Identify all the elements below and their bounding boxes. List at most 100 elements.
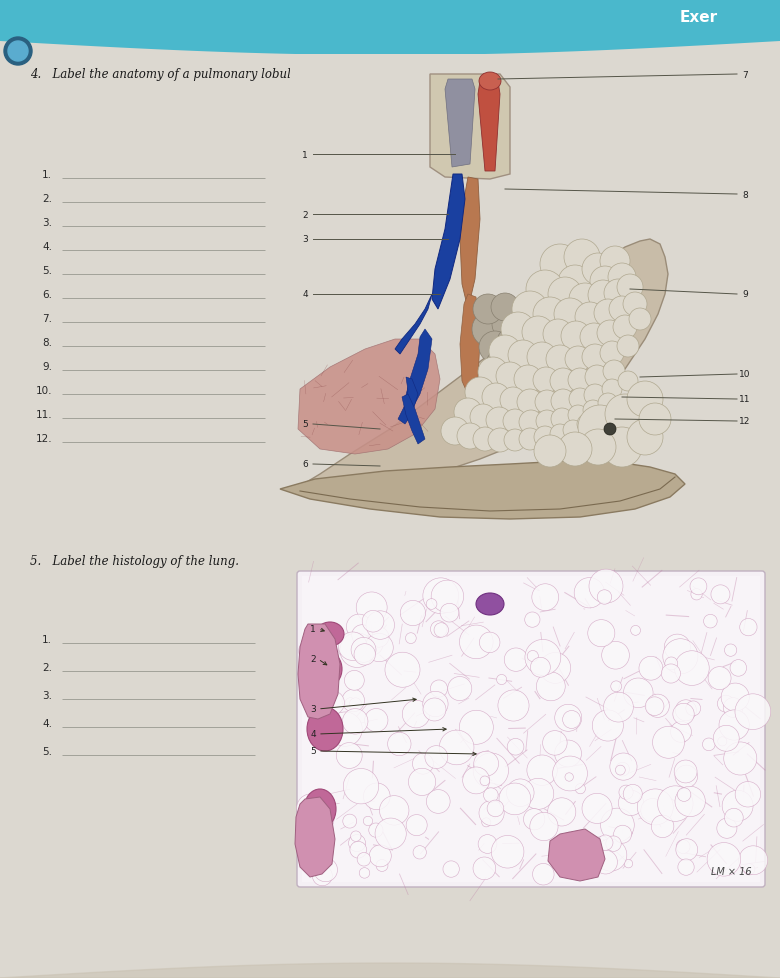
Circle shape [743,864,755,875]
Circle shape [488,800,504,817]
Circle shape [363,783,390,810]
Text: 4.   Label the anatomy of a pulmonary lobule: 4. Label the anatomy of a pulmonary lobu… [30,67,298,81]
Circle shape [426,600,437,609]
Circle shape [618,372,638,391]
Circle shape [508,340,538,371]
Circle shape [641,799,665,822]
Circle shape [718,695,734,712]
Circle shape [676,840,690,854]
Text: 3: 3 [310,705,316,714]
Circle shape [8,42,28,62]
Circle shape [479,332,511,364]
Circle shape [562,711,580,729]
Text: 9.: 9. [42,362,52,372]
Circle shape [431,681,448,697]
Circle shape [673,703,694,725]
Circle shape [504,429,526,452]
Circle shape [527,650,538,662]
Circle shape [314,858,338,882]
Circle shape [674,760,697,783]
Circle shape [602,427,642,467]
Text: 5.: 5. [42,746,52,756]
Circle shape [525,612,540,628]
Circle shape [707,843,741,876]
Circle shape [629,309,651,331]
Text: 1.: 1. [42,170,52,180]
Circle shape [310,808,334,831]
Polygon shape [0,42,780,56]
Text: 5.   Label the histology of the lung.: 5. Label the histology of the lung. [30,555,239,567]
Circle shape [534,426,556,449]
Ellipse shape [316,622,344,646]
Circle shape [561,322,591,352]
Circle shape [558,432,592,467]
Circle shape [497,675,507,685]
Circle shape [722,790,753,822]
Circle shape [665,657,678,670]
Circle shape [551,389,575,414]
Circle shape [473,294,503,325]
Circle shape [691,589,702,600]
Circle shape [611,681,622,692]
Polygon shape [478,82,500,172]
Circle shape [594,839,627,871]
Circle shape [465,378,495,408]
Text: 5.: 5. [42,266,52,276]
Circle shape [459,711,493,744]
Circle shape [463,767,490,794]
Text: 11: 11 [739,395,750,404]
Circle shape [362,611,384,633]
Circle shape [604,692,633,723]
Circle shape [658,786,693,822]
Circle shape [536,411,558,432]
Circle shape [606,836,621,852]
Polygon shape [460,294,480,400]
Circle shape [486,408,512,433]
Circle shape [597,835,613,851]
Circle shape [352,625,373,645]
Circle shape [342,815,356,828]
Circle shape [713,726,739,751]
Circle shape [722,684,750,712]
Circle shape [568,369,592,392]
Circle shape [537,672,566,701]
Circle shape [484,788,498,803]
Circle shape [488,428,512,453]
Circle shape [735,694,771,730]
Circle shape [388,733,411,756]
Circle shape [623,784,642,804]
Text: 1: 1 [310,625,316,634]
Circle shape [482,818,491,827]
Circle shape [366,611,395,640]
Circle shape [639,404,671,435]
Circle shape [497,328,527,358]
Circle shape [506,779,534,807]
Circle shape [504,648,527,672]
Circle shape [375,819,406,850]
Circle shape [360,867,370,878]
Circle shape [480,777,490,786]
Text: LM × 16: LM × 16 [711,867,752,876]
Circle shape [646,694,669,718]
Circle shape [351,638,376,663]
Text: 9: 9 [742,290,748,299]
Circle shape [317,658,334,675]
Circle shape [589,569,623,603]
Circle shape [339,647,346,655]
Circle shape [363,817,373,825]
Polygon shape [432,175,465,310]
Circle shape [678,859,694,875]
Circle shape [527,342,557,373]
Bar [302,576,760,882]
Circle shape [312,866,332,886]
Circle shape [615,763,629,777]
Circle shape [482,383,510,412]
Ellipse shape [476,594,504,615]
Text: 6.: 6. [42,289,52,299]
Circle shape [406,633,417,644]
Circle shape [448,677,472,701]
Circle shape [608,264,636,291]
Circle shape [486,351,514,378]
Polygon shape [280,462,685,519]
Circle shape [550,424,570,445]
